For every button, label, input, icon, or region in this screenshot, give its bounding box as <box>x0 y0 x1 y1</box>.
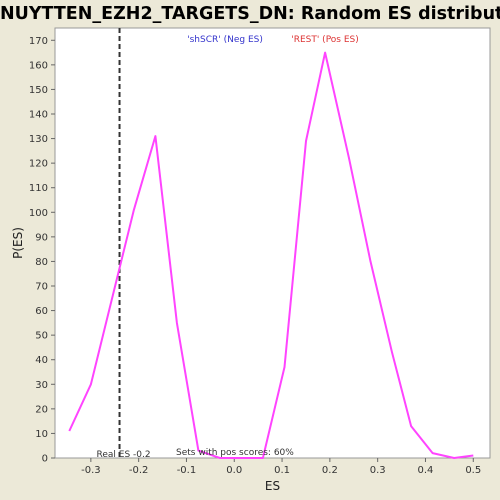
y-tick-label: 80 <box>35 257 48 268</box>
x-tick-label: 0.0 <box>226 465 242 476</box>
y-tick-label: 50 <box>35 331 48 342</box>
y-tick-label: 40 <box>35 355 48 366</box>
y-axis-label: P(ES) <box>11 227 25 259</box>
y-tick-label: 20 <box>35 404 48 415</box>
y-tick-label: 100 <box>29 208 48 219</box>
y-tick-label: 90 <box>35 232 48 243</box>
y-tick-label: 30 <box>35 380 48 391</box>
y-tick-label: 140 <box>29 110 48 121</box>
y-tick-label: 130 <box>29 134 48 145</box>
y-tick-label: 120 <box>29 159 48 170</box>
y-tick-label: 110 <box>29 183 48 194</box>
real-es-label: Real ES -0.2 <box>97 450 151 460</box>
x-tick-label: 0.5 <box>465 465 481 476</box>
x-tick-label: -0.1 <box>177 465 197 476</box>
x-tick-label: 0.3 <box>370 465 386 476</box>
x-axis-label: ES <box>265 479 280 493</box>
y-tick-label: 70 <box>35 282 48 293</box>
pos-scores-label: Sets with pos scores: 60% <box>176 448 294 458</box>
y-tick-label: 10 <box>35 429 48 440</box>
x-tick-label: 0.4 <box>418 465 434 476</box>
plot-area <box>54 27 491 459</box>
y-axis: 0 10 20 30 40 50 60 70 80 90 100 110 120 130 140 150 160… <box>29 36 55 465</box>
y-tick-label: 150 <box>29 85 48 96</box>
x-axis: -0.3 -0.2 -0.1 0.0 0.1 0.2 0.3 0.4 0.5 <box>81 458 481 476</box>
legend-neg-es: 'shSCR' (Neg ES) <box>187 35 263 45</box>
y-tick-label: 160 <box>29 60 48 71</box>
y-tick-label: 170 <box>29 36 48 47</box>
y-tick-label: 0 <box>42 454 48 465</box>
y-tick-label: 60 <box>35 306 48 317</box>
x-tick-label: -0.3 <box>81 465 101 476</box>
series-line <box>68 51 474 459</box>
x-tick-label: 0.2 <box>322 465 338 476</box>
x-tick-label: -0.2 <box>129 465 149 476</box>
x-tick-label: 0.1 <box>274 465 290 476</box>
chart-title: NUYTTEN_EZH2_TARGETS_DN: Random ES distr… <box>0 4 500 24</box>
legend-pos-es: 'REST' (Pos ES) <box>291 35 359 45</box>
